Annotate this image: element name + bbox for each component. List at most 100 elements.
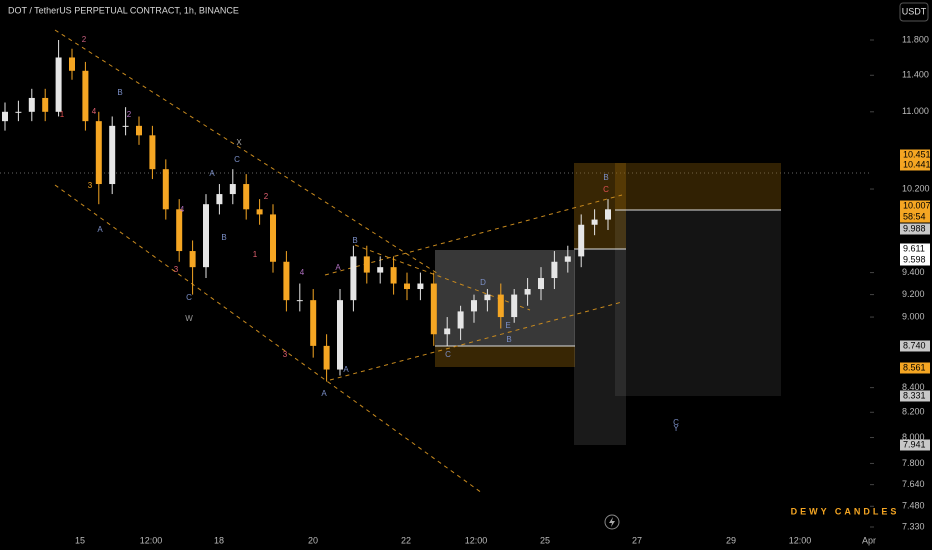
price-badge [900, 200, 930, 223]
lightning [609, 517, 615, 527]
candle-body [42, 97, 49, 112]
candle-body [404, 283, 410, 290]
candle-body [497, 294, 504, 318]
candle-body [270, 214, 276, 262]
price-badge [900, 390, 930, 402]
candle-body [605, 209, 611, 220]
candle-body [430, 283, 437, 335]
y-tick-label: 11.000 [902, 106, 929, 116]
x-tick-label: 18 [214, 535, 224, 545]
y-tick-label: 10.200 [902, 183, 930, 193]
candle-body [296, 300, 303, 302]
wave-label: C [673, 418, 679, 427]
price-badge [900, 149, 930, 161]
price-badge-label: 8.561 [903, 362, 926, 372]
x-tick-label: 12:00 [140, 535, 163, 545]
price-badge-label: 9.598 [903, 254, 926, 264]
wave-label: 4 [92, 107, 97, 116]
wave-label: B [603, 173, 608, 182]
stop-box [435, 346, 575, 367]
x-tick-label: 12:00 [789, 535, 812, 545]
price-badge [900, 159, 930, 171]
price-badge-label: 10.451 [903, 149, 931, 159]
price-badge-label: 10.007 [903, 200, 931, 210]
candle-body [55, 57, 62, 112]
x-tick-label: 27 [632, 535, 642, 545]
wave-label: E [505, 321, 510, 330]
wave-label: A [97, 225, 103, 234]
candle-body [189, 251, 196, 268]
price-badge [900, 243, 930, 255]
wave-label: W [185, 314, 193, 323]
target-box [615, 210, 781, 396]
candle-body [243, 184, 250, 210]
wave-label: B [221, 233, 226, 242]
wave-label: 1 [253, 250, 258, 259]
candle-body [28, 97, 35, 112]
candle-body [136, 125, 142, 136]
price-badge-label: 8.740 [903, 340, 926, 350]
candle-body [283, 261, 290, 301]
replay-icon[interactable] [604, 514, 620, 530]
wave-label: C [603, 185, 609, 194]
wave-label: 2 [264, 192, 269, 201]
wave-label: A [335, 263, 341, 272]
candle-body [457, 311, 464, 329]
x-tick-label: 25 [540, 535, 550, 545]
y-tick-label: 9.000 [902, 311, 925, 321]
wave-label: C [445, 350, 451, 359]
price-badge [900, 340, 930, 352]
price-badge [900, 223, 930, 235]
wave-label: X [236, 138, 242, 147]
watermark: DEWY CANDLES [791, 506, 900, 516]
price-badge-label: 7.941 [903, 439, 926, 449]
candle-body [511, 294, 518, 318]
wave-label: 3 [174, 265, 179, 274]
price-badge [900, 439, 930, 451]
currency-button-frame[interactable] [899, 2, 929, 22]
countdown-label: 58:54 [903, 211, 926, 221]
x-tick-label: 22 [401, 535, 411, 545]
wave-label: 1 [60, 110, 65, 119]
price-badge [900, 254, 930, 266]
wave-label: A [321, 389, 327, 398]
y-tick-label: 11.800 [902, 34, 929, 44]
wave-label: Y [673, 424, 679, 433]
candle-body [69, 57, 75, 71]
wave-label: 3 [283, 350, 288, 359]
wave-label: 3 [88, 181, 93, 190]
x-tick-label: 15 [75, 535, 85, 545]
candle-body [310, 300, 317, 346]
wave-label: B [352, 236, 357, 245]
candle-body [15, 111, 22, 113]
candle-body [538, 278, 544, 290]
candle-body [578, 224, 585, 257]
price-badge [900, 362, 930, 374]
candle-body [350, 256, 357, 301]
candle-body [377, 267, 384, 273]
wave-label: 4 [180, 205, 185, 214]
wave-label: 4 [300, 268, 305, 277]
y-tick-label: 9.400 [902, 267, 925, 277]
y-tick-label: 7.800 [902, 458, 925, 468]
x-tick-label: 29 [726, 535, 736, 545]
y-tick-label: 8.200 [902, 407, 925, 417]
x-tick-label: 20 [308, 535, 318, 545]
candle-body [162, 169, 169, 210]
candle-body [229, 184, 236, 195]
candle-body [524, 289, 531, 295]
candle-body [216, 194, 223, 205]
y-tick-label: 7.330 [902, 521, 925, 531]
currency-button[interactable]: USDT [902, 6, 927, 16]
candle-body [256, 209, 263, 215]
candle-body [149, 135, 156, 170]
candle-body [323, 345, 330, 370]
candle-body [484, 294, 491, 301]
y-tick-label: 7.640 [902, 479, 925, 489]
candle-body [390, 267, 397, 284]
price-badge-label: 10.441 [903, 159, 931, 169]
candle-body [551, 261, 558, 279]
wave-label: B [117, 88, 122, 97]
wave-label: D [480, 278, 486, 287]
